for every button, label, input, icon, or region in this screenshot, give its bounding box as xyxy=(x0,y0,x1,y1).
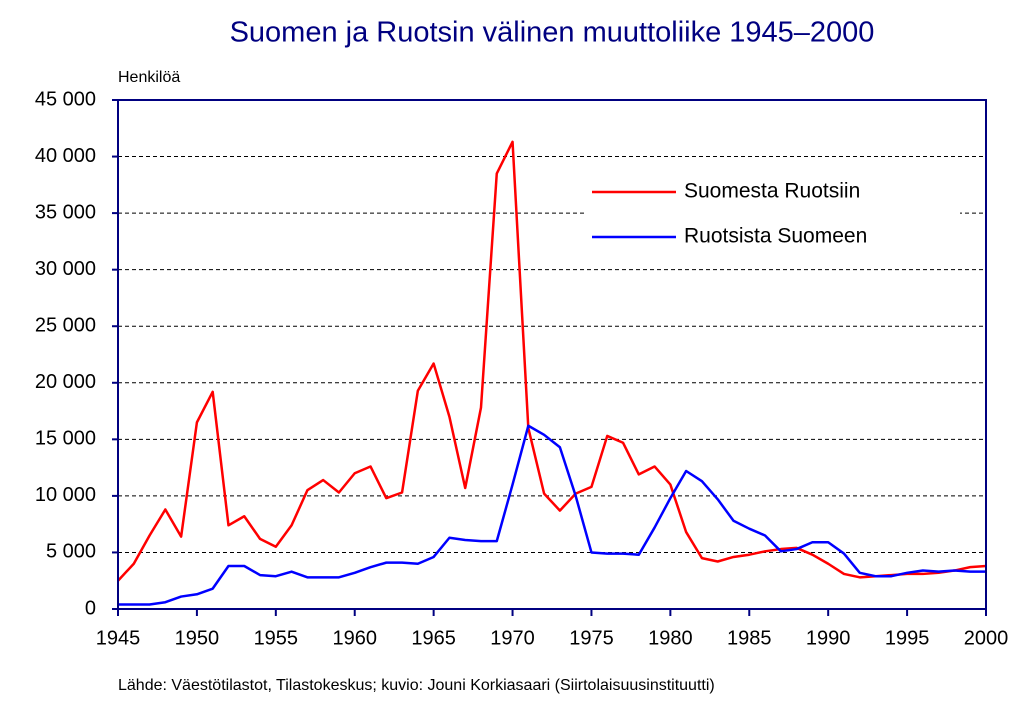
y-tick-label: 40 000 xyxy=(35,145,96,167)
x-tick-label: 2000 xyxy=(964,627,1009,649)
x-tick-label: 1960 xyxy=(332,627,377,649)
x-tick-label: 1955 xyxy=(254,627,299,649)
y-axis-label: Henkilöä xyxy=(118,69,180,86)
y-tick-label: 20 000 xyxy=(35,371,96,393)
y-tick-label: 15 000 xyxy=(35,428,96,450)
x-tick-label: 1995 xyxy=(885,627,930,649)
x-tick-label: 1980 xyxy=(648,627,693,649)
chart-title: Suomen ja Ruotsin välinen muuttoliike 19… xyxy=(230,17,875,49)
legend-label: Ruotsista Suomeen xyxy=(684,225,867,248)
plot-border xyxy=(117,99,987,610)
x-tick-label: 1990 xyxy=(806,627,851,649)
y-tick-label: 30 000 xyxy=(35,258,96,280)
source-note: Lähde: Väestötilastot, Tilastokeskus; ku… xyxy=(118,677,715,694)
series-line xyxy=(118,424,986,606)
x-tick-label: 1975 xyxy=(569,627,614,649)
y-tick-label: 45 000 xyxy=(35,88,96,110)
y-tick-label: 0 xyxy=(85,597,96,619)
legend-box xyxy=(586,170,960,260)
y-tick-label: 10 000 xyxy=(35,484,96,506)
legend-label: Suomesta Ruotsiin xyxy=(684,180,860,203)
series-line xyxy=(117,140,987,582)
y-tick-label: 25 000 xyxy=(35,315,96,337)
x-tick-label: 1970 xyxy=(490,627,535,649)
x-tick-label: 1965 xyxy=(411,627,456,649)
x-tick-label: 1950 xyxy=(175,627,220,649)
y-tick-label: 35 000 xyxy=(35,201,96,223)
x-tick-label: 1985 xyxy=(727,627,772,649)
x-tick-label: 1945 xyxy=(96,627,141,649)
y-tick-label: 5 000 xyxy=(46,541,96,563)
